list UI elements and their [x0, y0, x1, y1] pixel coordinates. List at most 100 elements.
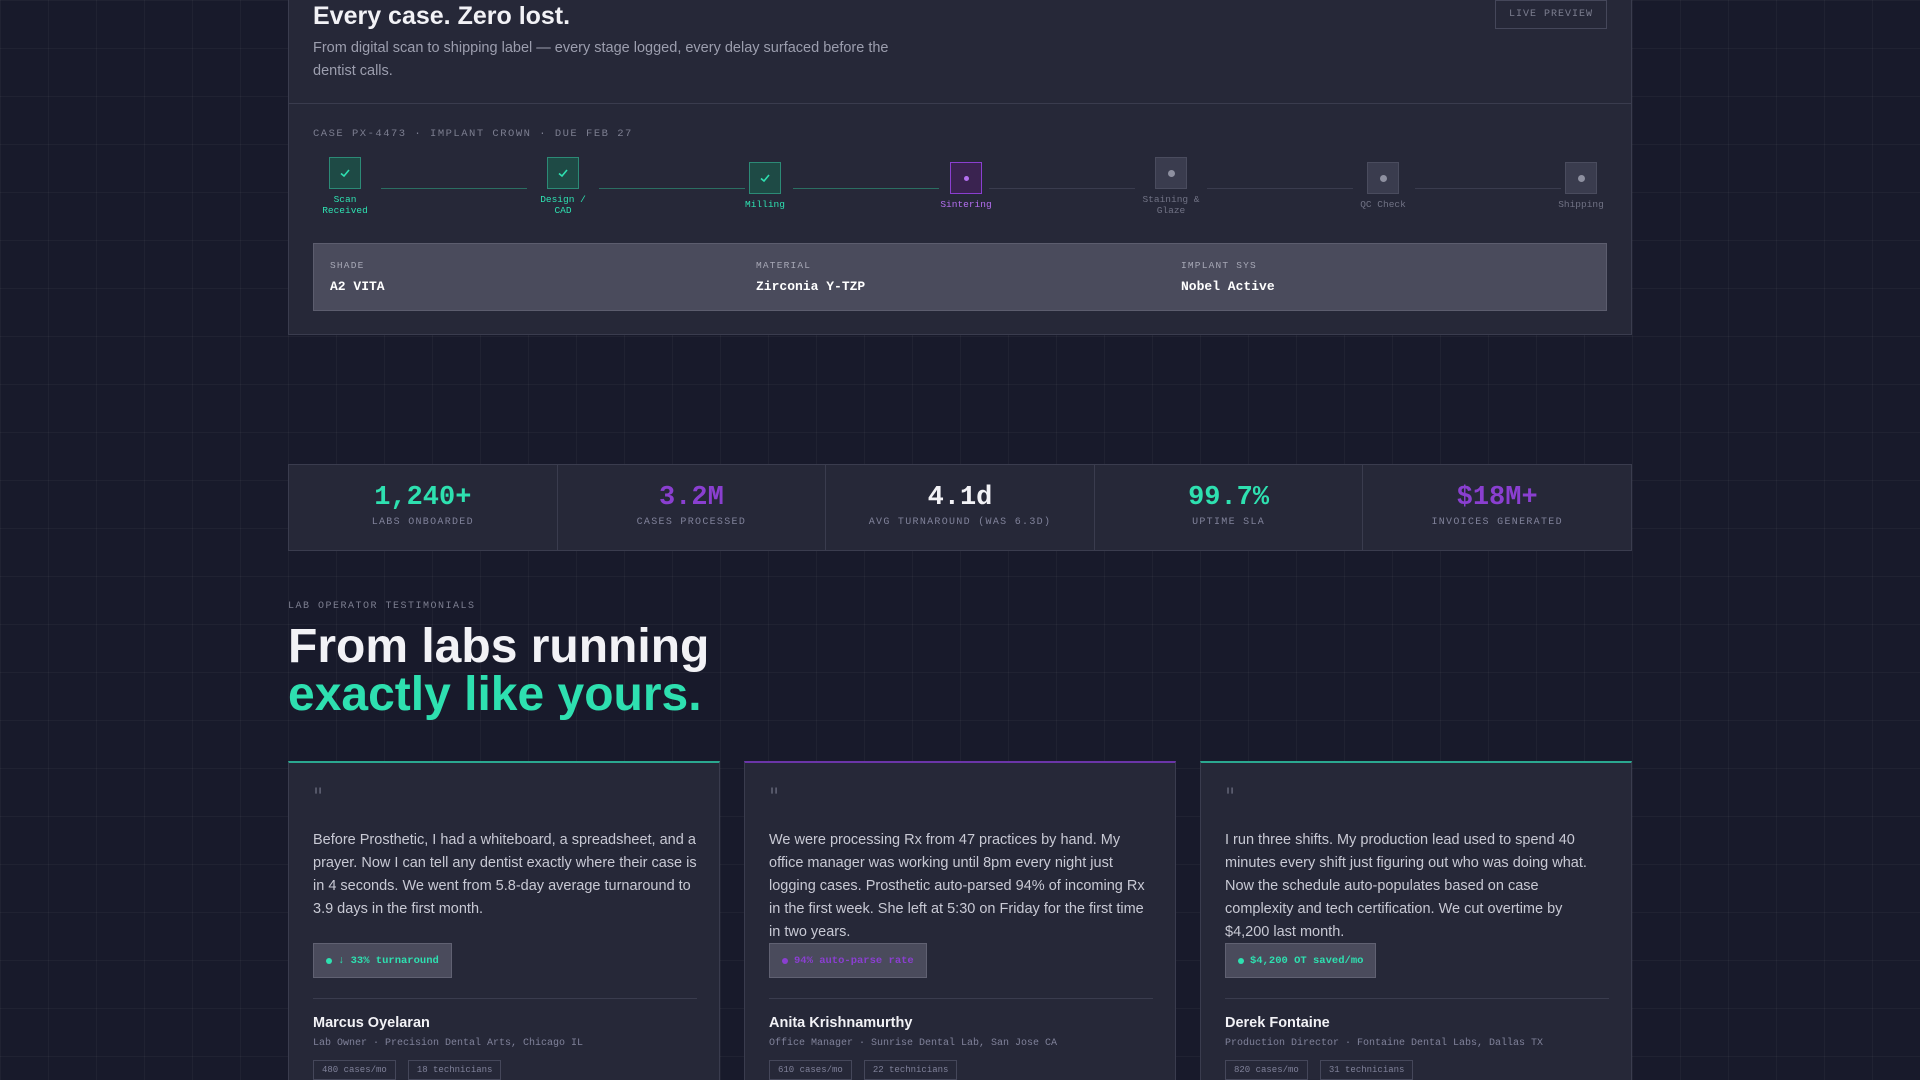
stage-label: Staining & Glaze: [1142, 194, 1200, 216]
chip-cases: 610 cases/mo: [769, 1060, 852, 1080]
pipeline-connector: [793, 188, 939, 189]
stage-label: Scan Received: [322, 194, 368, 216]
pipeline-connector: [1415, 188, 1561, 189]
stage-node: [547, 157, 579, 189]
stage-scan-received[interactable]: Scan Received: [313, 157, 377, 216]
author-name: Anita Krishnamurthy: [769, 1015, 913, 1031]
stat-label: AVG TURNAROUND (WAS 6.3D): [868, 517, 1052, 528]
case-spec-panel: SHADE A2 VITA MATERIAL Zirconia Y-TZP IM…: [313, 243, 1607, 311]
author-role: Office Manager · Sunrise Dental Lab, San…: [769, 1038, 1058, 1049]
stage-label: QC Check: [1360, 199, 1406, 210]
stage-sintering[interactable]: Sintering: [926, 162, 1006, 210]
stage-shipping[interactable]: Shipping: [1553, 162, 1609, 210]
testimonial-quote: I run three shifts. My production lead u…: [1225, 832, 1587, 940]
stat-label: LABS ONBOARDED: [371, 517, 474, 528]
stage-label: Shipping: [1558, 199, 1604, 210]
spec-value: A2 VITA: [330, 279, 385, 294]
stage-label: Sintering: [940, 199, 992, 210]
divider: [769, 998, 1153, 999]
hero-subtitle: From digital scan to shipping label — ev…: [313, 40, 889, 79]
result-badge-text: 94% auto-parse rate: [794, 954, 914, 967]
spec-key: IMPLANT SYS: [1181, 260, 1257, 271]
pending-dot-icon: [1379, 174, 1387, 182]
spec-value: Zirconia Y-TZP: [756, 279, 866, 294]
stage-node: [1565, 162, 1597, 194]
status-dot-icon: [1238, 957, 1244, 964]
stage-node: [749, 162, 781, 194]
pipeline-connector: [599, 188, 745, 189]
check-icon: [340, 169, 350, 178]
pipeline-connector: [381, 188, 527, 189]
pipeline-connector: [1207, 188, 1353, 189]
pipeline-connector: [989, 188, 1135, 189]
result-badge: 94% auto-parse rate: [769, 943, 927, 978]
stat-label: CASES PROCESSED: [636, 517, 747, 528]
stat-labs-onboarded: 1,240+ LABS ONBOARDED: [289, 465, 558, 550]
testimonial-card: " I run three shifts. My production lead…: [1200, 761, 1632, 1080]
quote-icon: ": [313, 785, 324, 810]
lab-stats-chips: 610 cases/mo 22 technicians: [769, 1060, 958, 1080]
chip-technicians: 18 technicians: [407, 1060, 502, 1080]
live-preview-badge: LIVE PREVIEW: [1494, 0, 1607, 29]
chip-technicians: 31 technicians: [1319, 1060, 1414, 1080]
live-preview-card: Every case. Zero lost. From digital scan…: [288, 0, 1632, 335]
stat-value: 3.2M: [658, 483, 724, 513]
result-badge-text: ↓ 33% turnaround: [338, 954, 439, 967]
status-dot-icon: [782, 957, 788, 964]
stat-avg-turnaround: 4.1d AVG TURNAROUND (WAS 6.3D): [826, 465, 1095, 550]
lab-stats-chips: 820 cases/mo 31 technicians: [1225, 1060, 1414, 1080]
section-headline: From labs running exactly like yours.: [288, 623, 709, 719]
section-eyebrow: LAB OPERATOR TESTIMONIALS: [288, 601, 476, 612]
testimonial-card: " Before Prosthetic, I had a whiteboard,…: [288, 761, 720, 1080]
stage-label: Design / CAD: [540, 194, 586, 216]
divider: [1225, 998, 1609, 999]
author-name: Derek Fontaine: [1225, 1015, 1330, 1031]
case-pipeline: Scan Received Design / CAD Milling Sinte…: [313, 157, 1609, 219]
spec-key: MATERIAL: [756, 260, 812, 271]
stat-value: 4.1d: [927, 483, 993, 513]
stage-node: [1367, 162, 1399, 194]
stage-design-cad[interactable]: Design / CAD: [531, 157, 595, 216]
stat-cases-processed: 3.2M CASES PROCESSED: [558, 465, 827, 550]
check-icon: [760, 174, 770, 183]
stage-staining-glaze[interactable]: Staining & Glaze: [1135, 157, 1207, 216]
quote-icon: ": [1225, 785, 1236, 810]
quote-icon: ": [769, 785, 780, 810]
stat-value: 1,240+: [374, 483, 472, 513]
stage-node: [329, 157, 361, 189]
chip-cases: 480 cases/mo: [313, 1060, 396, 1080]
pending-dot-icon: [1577, 174, 1585, 182]
stat-label: INVOICES GENERATED: [1431, 517, 1563, 528]
result-badge-text: $4,200 OT saved/mo: [1250, 954, 1364, 967]
spec-implant-system: IMPLANT SYS Nobel Active: [1181, 260, 1275, 294]
case-info: CASE PX-4473 · IMPLANT CROWN · DUE FEB 2…: [313, 128, 633, 140]
status-dot-icon: [326, 957, 332, 964]
testimonial-quote: Before Prosthetic, I had a whiteboard, a…: [313, 832, 697, 917]
spec-value: Nobel Active: [1181, 279, 1275, 294]
stage-node: [1155, 157, 1187, 189]
spec-material: MATERIAL Zirconia Y-TZP: [756, 260, 865, 294]
check-icon: [558, 169, 568, 178]
headline-line-1: From labs running: [288, 620, 710, 673]
hero-title: Every case. Zero lost.: [313, 2, 571, 30]
author-role: Production Director · Fontaine Dental La…: [1225, 1038, 1544, 1049]
lab-stats-chips: 480 cases/mo 18 technicians: [313, 1060, 502, 1080]
stage-qc-check[interactable]: QC Check: [1343, 162, 1423, 210]
chip-cases: 820 cases/mo: [1225, 1060, 1308, 1080]
divider: [313, 998, 697, 999]
stage-label: Milling: [745, 199, 785, 210]
pending-dot-icon: [1167, 169, 1175, 177]
hero-header: Every case. Zero lost. From digital scan…: [289, 0, 1631, 104]
testimonial-quote: We were processing Rx from 47 practices …: [769, 832, 1145, 940]
result-badge: $4,200 OT saved/mo: [1225, 943, 1377, 978]
spec-key: SHADE: [330, 260, 365, 271]
stat-value: 99.7%: [1188, 483, 1270, 513]
stat-value: $18M+: [1456, 483, 1538, 513]
active-dot-icon: [963, 175, 969, 181]
chip-technicians: 22 technicians: [863, 1060, 958, 1080]
stat-invoices-generated: $18M+ INVOICES GENERATED: [1363, 465, 1631, 550]
stage-milling[interactable]: Milling: [733, 162, 797, 210]
stat-label: UPTIME SLA: [1192, 517, 1266, 528]
author-name: Marcus Oyelaran: [313, 1015, 430, 1031]
headline-line-2: exactly like yours.: [288, 668, 702, 721]
